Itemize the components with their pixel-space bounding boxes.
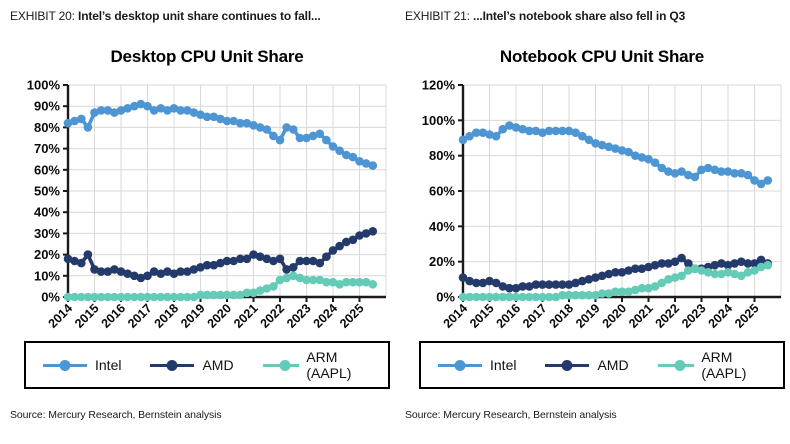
x-tick-label: 2017 bbox=[520, 301, 550, 331]
series-amd bbox=[458, 253, 773, 293]
legend-label: Intel bbox=[490, 357, 517, 373]
x-tick-label: 2022 bbox=[258, 301, 288, 331]
report-page: EXHIBIT 20: Intel’s desktop unit share c… bbox=[0, 0, 790, 421]
legend-marker-amd-icon bbox=[150, 359, 195, 371]
legend-label: AMD bbox=[202, 357, 234, 373]
legend-item-arm-aapl: ARM (AAPL) bbox=[262, 349, 372, 381]
legend-marker-arm-aapl-icon bbox=[657, 359, 695, 371]
x-tick-label: 2022 bbox=[653, 301, 683, 331]
exhibit-header: EXHIBIT 21: ...Intel’s notebook share al… bbox=[405, 9, 790, 23]
exhibit-header: EXHIBIT 20: Intel’s desktop unit share c… bbox=[10, 9, 395, 23]
exhibit-title: ...Intel’s notebook share also fell in Q… bbox=[473, 9, 686, 23]
x-tick-label: 2023 bbox=[284, 301, 314, 331]
x-axis-ticks-labels: 2014201520162017201820192020202120222023… bbox=[441, 297, 762, 331]
x-tick-label: 2019 bbox=[178, 301, 208, 331]
x-tick-label: 2020 bbox=[205, 301, 235, 331]
y-tick-label: 10% bbox=[34, 268, 60, 283]
y-tick-label: 60% bbox=[34, 162, 60, 177]
series-amd bbox=[63, 227, 378, 283]
x-tick-label: 2014 bbox=[46, 301, 76, 331]
x-tick-label: 2018 bbox=[547, 301, 577, 331]
legend-item-intel: Intel bbox=[437, 357, 516, 373]
y-tick-label: 20% bbox=[429, 254, 455, 269]
source-text: Source: Mercury Research, Bernstein anal… bbox=[405, 409, 617, 421]
legend-wrap: Intel AMD ARM (AAPL) bbox=[419, 341, 785, 389]
notebook-cpu-unit-share-chart: 0%20%40%60%80%100%120%201420152016201720… bbox=[422, 78, 782, 331]
x-tick-label: 2025 bbox=[337, 301, 367, 331]
legend-wrap: Intel AMD ARM (AAPL) bbox=[24, 341, 390, 389]
legend-marker-intel-icon bbox=[438, 359, 482, 371]
y-tick-label: 40% bbox=[34, 205, 60, 220]
y-axis-ticks-labels: 0% 10% 20% 30% 40% 50% 60% 70% 80% 90% 100% bbox=[27, 78, 68, 305]
chart-title: Desktop CPU Unit Share bbox=[110, 47, 304, 66]
x-tick-label: 2016 bbox=[99, 301, 129, 331]
series-intel bbox=[458, 121, 773, 189]
desktop-cpu-unit-share-chart: 0%10%20%30%40%50%60%70%80%90%100%2014201… bbox=[27, 78, 387, 331]
legend-marker-arm-aapl-icon bbox=[262, 359, 300, 371]
x-tick-label: 2015 bbox=[467, 301, 497, 331]
y-tick-label: 80% bbox=[34, 120, 60, 135]
x-tick-label: 2014 bbox=[441, 301, 471, 331]
legend-item-amd: AMD bbox=[544, 357, 629, 373]
x-tick-label: 2018 bbox=[152, 301, 182, 331]
legend-marker-intel-icon bbox=[43, 359, 87, 371]
x-tick-label: 2023 bbox=[679, 301, 709, 331]
exhibit-20-panel: EXHIBIT 20: Intel’s desktop unit share c… bbox=[0, 0, 395, 421]
source-text: Source: Mercury Research, Bernstein anal… bbox=[10, 409, 222, 421]
legend-label: Intel bbox=[95, 357, 122, 373]
y-tick-label: 0% bbox=[41, 290, 60, 305]
y-tick-label: 100% bbox=[27, 78, 61, 93]
x-tick-label: 2021 bbox=[231, 301, 261, 331]
series-arm-aapl bbox=[63, 271, 378, 302]
y-tick-label: 80% bbox=[429, 148, 455, 163]
y-tick-label: 50% bbox=[34, 184, 60, 199]
y-tick-label: 40% bbox=[429, 219, 455, 234]
exhibit-21-panel: EXHIBIT 21: ...Intel’s notebook share al… bbox=[395, 0, 790, 421]
x-axis-ticks-labels: 2014201520162017201820192020202120222023… bbox=[46, 297, 367, 331]
y-tick-label: 20% bbox=[34, 247, 60, 262]
exhibit-title: Intel’s desktop unit share continues to … bbox=[78, 9, 321, 23]
y-tick-label: 120% bbox=[422, 78, 456, 93]
x-tick-label: 2021 bbox=[626, 301, 656, 331]
x-tick-label: 2024 bbox=[706, 301, 736, 331]
x-tick-label: 2019 bbox=[573, 301, 603, 331]
legend-item-arm-aapl: ARM (AAPL) bbox=[657, 349, 767, 381]
legend-label: ARM (AAPL) bbox=[701, 349, 747, 381]
chart-legend: Intel AMD ARM (AAPL) bbox=[24, 341, 390, 389]
x-tick-label: 2025 bbox=[732, 301, 762, 331]
x-tick-label: 2024 bbox=[311, 301, 341, 331]
x-tick-label: 2020 bbox=[600, 301, 630, 331]
legend-marker-amd-icon bbox=[545, 359, 590, 371]
y-tick-label: 30% bbox=[34, 226, 60, 241]
x-tick-label: 2017 bbox=[125, 301, 155, 331]
x-tick-label: 2015 bbox=[72, 301, 102, 331]
chart-legend: Intel AMD ARM (AAPL) bbox=[419, 341, 785, 389]
legend-item-intel: Intel bbox=[42, 357, 121, 373]
y-tick-label: 60% bbox=[429, 184, 455, 199]
y-axis-ticks-labels: 0% 20% 40% 60% 80% 100% 120% bbox=[422, 78, 463, 305]
legend-item-amd: AMD bbox=[149, 357, 234, 373]
legend-label: AMD bbox=[597, 357, 629, 373]
gridlines bbox=[463, 84, 782, 297]
y-tick-label: 90% bbox=[34, 99, 60, 114]
x-tick-label: 2016 bbox=[494, 301, 524, 331]
exhibit-label: EXHIBIT 20: bbox=[10, 9, 75, 23]
series-arm-aapl bbox=[458, 260, 773, 302]
y-tick-label: 0% bbox=[436, 290, 455, 305]
chart-title: Notebook CPU Unit Share bbox=[499, 47, 705, 66]
exhibit-label: EXHIBIT 21: bbox=[405, 9, 470, 23]
y-tick-label: 70% bbox=[34, 141, 60, 156]
legend-label: ARM (AAPL) bbox=[306, 349, 352, 381]
series-intel bbox=[63, 99, 378, 170]
y-tick-label: 100% bbox=[422, 113, 456, 128]
